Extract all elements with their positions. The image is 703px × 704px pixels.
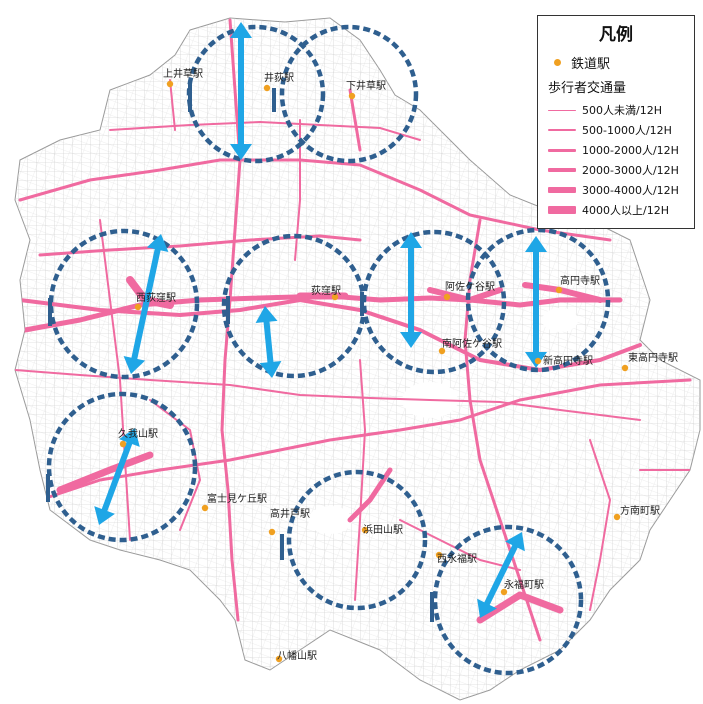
station-dot: [621, 364, 629, 372]
circle-nishiogikubo: [48, 228, 200, 380]
legend-traffic-heading: 歩行者交通量: [548, 81, 627, 96]
station-label: 阿佐ケ谷駅: [445, 281, 495, 293]
legend-item: 500人未満/12H: [548, 102, 662, 118]
legend-item: 2000-3000人/12H: [548, 162, 679, 178]
station-dot: [119, 440, 127, 448]
double-arrow: [123, 234, 169, 374]
legend-line-swatch: [548, 109, 576, 111]
legend-item-label: 2000-3000人/12H: [582, 164, 679, 177]
double-arrow: [94, 428, 140, 525]
legend-line-swatch: [548, 148, 576, 152]
legend-item: 4000人以上/12H: [548, 202, 669, 218]
station-dot: [438, 347, 446, 355]
station-label: 高円寺駅: [560, 274, 600, 287]
legend-line-swatch: [548, 129, 576, 131]
double-arrow: [230, 22, 252, 160]
station-dot: [268, 528, 276, 536]
legend-item: 1000-2000人/12H: [548, 142, 679, 158]
legend-item-label: 1000-2000人/12H: [582, 144, 679, 157]
station-dot: [275, 655, 283, 663]
station-label: 荻窪駅: [311, 284, 341, 297]
legend-line-swatch: [548, 206, 576, 214]
survey-cordon-bars: [46, 82, 434, 622]
station-dot: [134, 303, 142, 311]
legend: 凡例 鉄道駅 歩行者交通量 500人未満/12H 500-1000人/12H 100…: [537, 15, 695, 229]
movement-arrows: [94, 22, 547, 618]
station-label: 新高円寺駅: [543, 354, 593, 367]
station-dot: [348, 92, 356, 100]
legend-item: 3000-4000人/12H: [548, 182, 679, 198]
legend-item-label: 500-1000人/12H: [582, 124, 672, 137]
double-arrow: [400, 232, 422, 348]
legend-item-label: 4000人以上/12H: [582, 204, 669, 217]
double-arrow: [255, 306, 282, 378]
circle-asagaya: [361, 229, 507, 375]
legend-item-label: 500人未満/12H: [582, 104, 662, 117]
station-label: 永福町駅: [504, 578, 544, 591]
station-label: 南阿佐ケ谷駅: [442, 337, 502, 350]
double-arrow: [477, 532, 525, 618]
legend-line-swatch: [548, 168, 576, 172]
station-label: 下井草駅: [346, 79, 386, 92]
station-dot: [613, 513, 621, 521]
station-dot: [361, 526, 369, 534]
station-dot: [201, 504, 209, 512]
station-dot: [555, 286, 563, 294]
station-label: 東高円寺駅: [628, 351, 678, 364]
station-label: 西荻窪駅: [136, 291, 176, 304]
station-dot: [166, 80, 174, 88]
station-dot: [435, 551, 443, 559]
circle-shimoigusa: [279, 24, 419, 164]
legend-item: 500-1000人/12H: [548, 122, 672, 138]
station-dot-icon: [554, 59, 561, 66]
station-dot: [331, 293, 339, 301]
station-label: 高井戸駅: [270, 507, 310, 520]
station-label: 井荻駅: [264, 71, 294, 84]
legend-station-entry: 鉄道駅: [554, 53, 610, 72]
station-label: 久我山駅: [118, 428, 158, 440]
legend-item-label: 3000-4000人/12H: [582, 184, 679, 197]
station-label: 西永福駅: [437, 552, 477, 565]
station-dot: [443, 293, 451, 301]
circle-hamadayama: [286, 469, 428, 611]
station-label: 富士見ケ丘駅: [207, 492, 267, 505]
station-dot: [500, 588, 508, 596]
legend-station-label: 鉄道駅: [571, 57, 611, 72]
legend-line-swatch: [548, 187, 576, 193]
station-label: 浜田山駅: [363, 524, 403, 536]
circle-kugayama: [46, 391, 198, 543]
station-label: 上井草駅: [163, 67, 203, 80]
station-label: 方南町駅: [620, 504, 660, 517]
station-dot: [534, 357, 542, 365]
station-label: 八幡山駅: [277, 649, 317, 662]
circle-koenji: [465, 227, 611, 373]
legend-title: 凡例: [599, 25, 633, 45]
circle-eifukucho: [432, 524, 584, 676]
station-dot: [263, 84, 271, 92]
